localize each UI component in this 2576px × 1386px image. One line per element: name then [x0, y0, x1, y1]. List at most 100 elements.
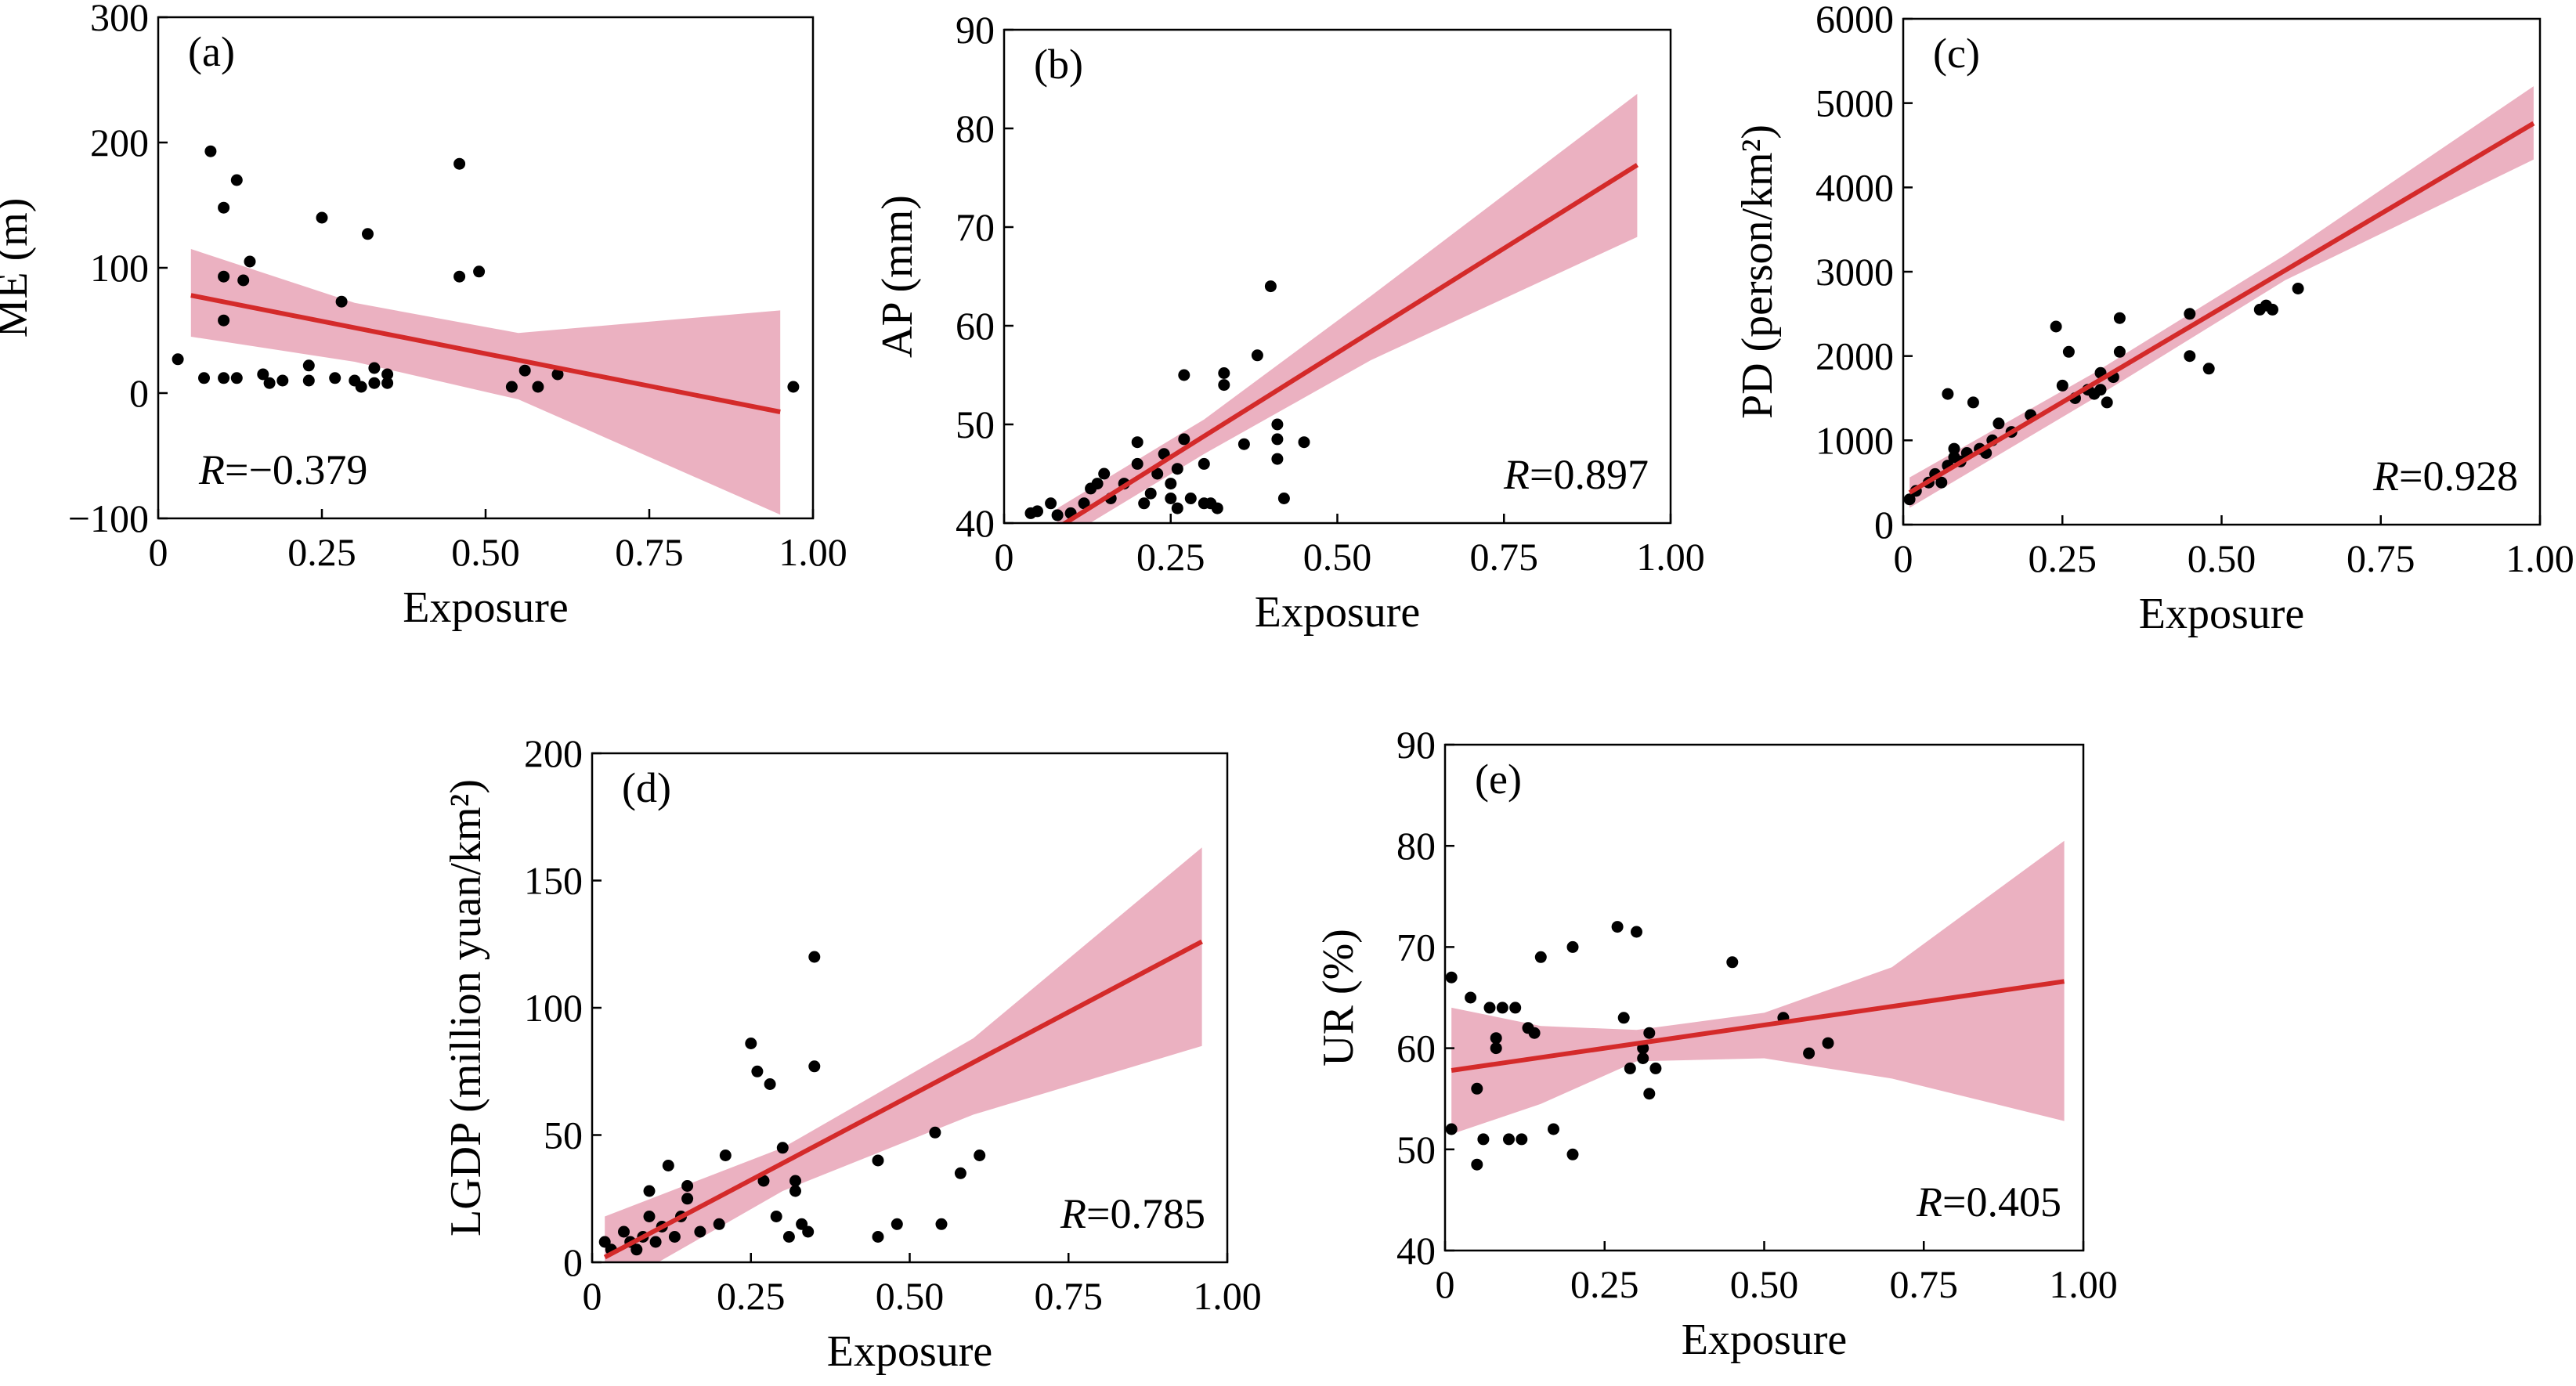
data-point: [1171, 502, 1183, 514]
y-tick-label: 200: [524, 731, 583, 775]
regression-line: [190, 293, 781, 414]
data-point: [1548, 1123, 1559, 1135]
y-tick-label: 3000: [1815, 250, 1894, 294]
data-point: [453, 270, 466, 283]
data-point: [1948, 442, 1960, 455]
y-tick-label: 90: [956, 8, 995, 52]
data-point: [453, 157, 466, 170]
data-point: [230, 174, 243, 186]
y-tick-label: 300: [90, 0, 149, 39]
data-point: [1803, 1047, 1815, 1059]
data-point: [1534, 951, 1547, 963]
y-tick-label: 40: [956, 501, 995, 545]
x-tick-label: 0.50: [2188, 536, 2256, 580]
data-point: [1566, 940, 1579, 953]
data-point: [2184, 350, 2196, 363]
y-axis-label: UR (%): [1314, 929, 1363, 1067]
data-point: [1131, 436, 1143, 449]
chart-panel-1: 0 0.25 0.50 0.75 1.00−1000100200300ExposureM…: [0, 0, 847, 632]
y-tick-label: 1000: [1815, 418, 1894, 462]
data-point: [505, 381, 518, 393]
data-point: [643, 1211, 656, 1222]
x-tick-label: 0: [149, 530, 168, 574]
data-point: [872, 1231, 884, 1243]
data-point: [1516, 1133, 1528, 1146]
data-point: [1251, 349, 1263, 362]
data-point: [1271, 418, 1284, 431]
chart-panel-4: 0 0.25 0.50 0.75 1.00 0 50 100 150 200 Exposure LGD…: [442, 731, 1262, 1376]
data-point: [694, 1225, 706, 1238]
x-axis-label: Exposure: [827, 1327, 993, 1376]
data-point: [1138, 497, 1151, 510]
data-point: [302, 374, 315, 387]
x-tick-label: 0: [1894, 536, 1913, 580]
data-point: [1631, 926, 1642, 938]
data-point: [1509, 1002, 1522, 1014]
data-point: [218, 314, 230, 327]
data-point: [1051, 509, 1064, 522]
data-point: [935, 1218, 948, 1230]
data-point: [1566, 1148, 1579, 1160]
data-point: [974, 1150, 986, 1161]
data-point: [872, 1154, 884, 1167]
data-point: [1726, 956, 1739, 969]
data-point: [1178, 433, 1190, 446]
x-tick-label: 0.50: [1303, 535, 1372, 579]
x-tick-label: 1.00: [779, 530, 847, 574]
x-tick-label: 0.50: [1730, 1262, 1799, 1306]
data-point: [764, 1078, 776, 1090]
data-point: [172, 353, 184, 366]
data-point: [218, 270, 230, 283]
y-tick-label: 4000: [1815, 165, 1894, 209]
data-point: [1445, 1123, 1458, 1135]
data-point: [1271, 433, 1284, 446]
data-point: [929, 1126, 941, 1139]
y-tick-label: 0: [1874, 503, 1894, 547]
data-point: [757, 1175, 770, 1187]
data-point: [335, 295, 348, 308]
correlation-value: =0.928: [2399, 453, 2518, 500]
data-point: [1935, 476, 1948, 489]
correlation-label: R=0.897: [1503, 451, 1649, 498]
x-tick-label: 1.00: [2049, 1262, 2118, 1306]
correlation-label: R=0.785: [1060, 1190, 1205, 1237]
y-tick-label: −100: [68, 496, 149, 540]
data-point: [2062, 345, 2075, 358]
data-point: [1611, 921, 1624, 933]
data-point: [1496, 1002, 1508, 1014]
y-axis-label: PD (person/km²): [1733, 125, 1782, 419]
x-tick-label: 0.25: [1136, 535, 1205, 579]
data-point: [2113, 345, 2126, 358]
x-tick-label: 0.25: [717, 1274, 786, 1318]
y-axis-label: AP (mm): [873, 195, 922, 358]
confidence-band: [1451, 840, 2065, 1135]
confidence-band: [605, 847, 1202, 1262]
correlation-value: =−0.379: [225, 446, 367, 493]
data-point: [1903, 493, 1916, 506]
data-point: [649, 1236, 662, 1248]
data-point: [2113, 312, 2126, 324]
data-point: [776, 1142, 789, 1154]
y-tick-label: 0: [563, 1240, 583, 1284]
y-tick-label: 80: [1396, 824, 1436, 868]
data-point: [891, 1218, 903, 1230]
correlation-label: R=−0.379: [198, 446, 367, 493]
y-tick-label: 40: [1396, 1229, 1436, 1272]
x-tick-label: 0.25: [287, 530, 356, 574]
data-point: [2050, 320, 2062, 333]
data-point: [787, 381, 800, 393]
data-point: [1993, 417, 2005, 430]
x-tick-label: 0.75: [1035, 1274, 1104, 1318]
x-axis-label: Exposure: [2139, 590, 2305, 638]
data-point: [1967, 396, 1979, 409]
y-tick-label: 70: [956, 205, 995, 249]
y-tick-label: 60: [956, 304, 995, 348]
data-point: [719, 1150, 732, 1161]
chart-panel-3: 0 0.25 0.50 0.75 1.00 0 1000 2000 3000 4000 5000 60…: [1733, 0, 2574, 638]
x-tick-label: 0: [1436, 1262, 1455, 1306]
regression-line: [603, 939, 1203, 1260]
regression-line: [1060, 163, 1639, 523]
y-tick-label: 2000: [1815, 334, 1894, 378]
panel-label: (d): [622, 764, 671, 811]
data-point: [381, 368, 394, 381]
